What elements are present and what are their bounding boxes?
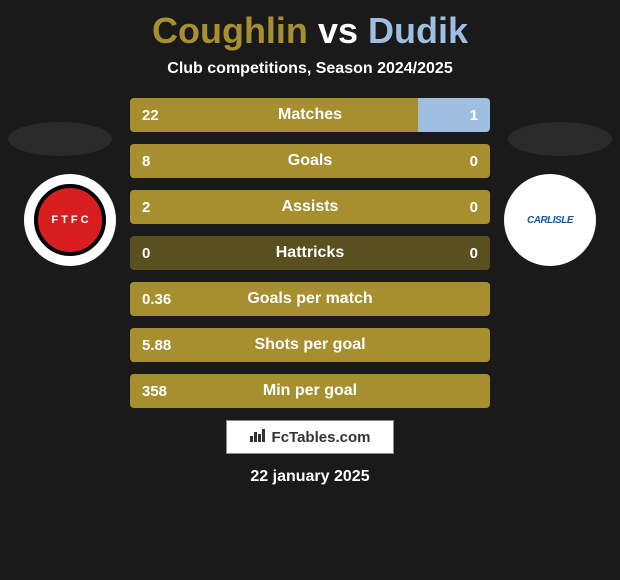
stat-row: 8Goals0 bbox=[130, 144, 490, 178]
team-badge-left: F T F C bbox=[24, 174, 116, 266]
stat-row: 2Assists0 bbox=[130, 190, 490, 224]
player2-name: Dudik bbox=[368, 10, 468, 51]
stat-row: 22Matches1 bbox=[130, 98, 490, 132]
player1-name: Coughlin bbox=[152, 10, 308, 51]
stat-value-right: 0 bbox=[470, 236, 478, 270]
footer-date: 22 january 2025 bbox=[0, 468, 620, 486]
footer-logo-text: FcTables.com bbox=[272, 429, 371, 446]
stat-row: 0.36Goals per match bbox=[130, 282, 490, 316]
vs-text: vs bbox=[318, 10, 358, 51]
stat-label: Shots per goal bbox=[130, 328, 490, 362]
team-badge-right: CARLISLE bbox=[504, 174, 596, 266]
comparison-title: Coughlin vs Dudik bbox=[0, 0, 620, 60]
stat-value-right: 0 bbox=[470, 144, 478, 178]
stat-label: Goals bbox=[130, 144, 490, 178]
stat-value-right: 1 bbox=[470, 98, 478, 132]
team-badge-right-inner: CARLISLE bbox=[514, 184, 586, 256]
stat-label: Hattricks bbox=[130, 236, 490, 270]
shadow-ellipse-left bbox=[8, 122, 112, 156]
stat-label: Matches bbox=[130, 98, 490, 132]
stat-label: Assists bbox=[130, 190, 490, 224]
team-badge-left-inner: F T F C bbox=[34, 184, 106, 256]
stats-bars: 22Matches18Goals02Assists00Hattricks00.3… bbox=[130, 98, 490, 408]
stat-label: Goals per match bbox=[130, 282, 490, 316]
stat-row: 358Min per goal bbox=[130, 374, 490, 408]
footer-logo: FcTables.com bbox=[226, 420, 394, 454]
stat-row: 5.88Shots per goal bbox=[130, 328, 490, 362]
chart-icon bbox=[250, 428, 266, 447]
stat-row: 0Hattricks0 bbox=[130, 236, 490, 270]
stat-label: Min per goal bbox=[130, 374, 490, 408]
shadow-ellipse-right bbox=[508, 122, 612, 156]
stat-value-right: 0 bbox=[470, 190, 478, 224]
subtitle: Club competitions, Season 2024/2025 bbox=[0, 60, 620, 78]
